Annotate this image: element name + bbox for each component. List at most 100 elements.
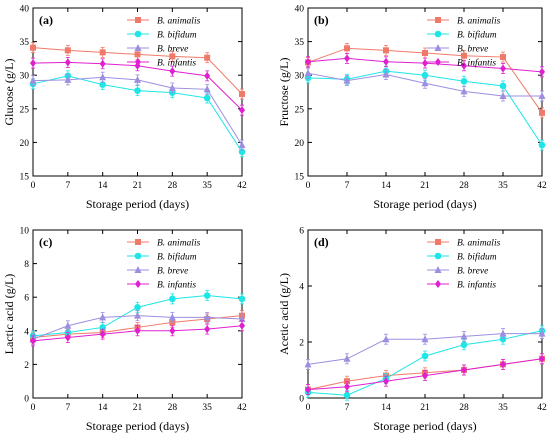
legend-label: B. infantis bbox=[457, 58, 496, 69]
x-tick-label: 7 bbox=[345, 403, 350, 413]
legend-label: B. infantis bbox=[157, 280, 196, 291]
data-point bbox=[500, 54, 506, 61]
panel-2: 0 7 14 21 28 35 42 0 2 4 6 8 10 Storage period (days)… bbox=[2, 227, 247, 434]
x-tick-label: 21 bbox=[133, 181, 143, 191]
data-point bbox=[134, 311, 141, 319]
legend-marker bbox=[134, 30, 142, 38]
data-point bbox=[383, 57, 389, 66]
y-tick-label: 40 bbox=[295, 5, 305, 15]
data-point bbox=[539, 67, 545, 76]
panel-0: 0 7 14 21 28 35 42 15 20 25 30 35 40 Storage period (… bbox=[2, 5, 247, 212]
legend-label: B. animalis bbox=[157, 17, 201, 27]
data-point bbox=[203, 313, 211, 321]
y-tick-label: 15 bbox=[295, 173, 305, 183]
x-tick-label: 0 bbox=[306, 181, 311, 191]
x-tick-label: 21 bbox=[420, 403, 430, 413]
data-point bbox=[538, 92, 546, 100]
data-point bbox=[538, 329, 546, 337]
data-point bbox=[538, 141, 546, 149]
legend: B. animalis B. bifidum B. breve B. infantis bbox=[427, 239, 501, 291]
x-tick-label: 14 bbox=[381, 403, 391, 413]
series-b--infantis bbox=[30, 57, 245, 116]
series-b--breve bbox=[304, 67, 546, 102]
x-tick-label: 42 bbox=[537, 181, 547, 191]
data-point bbox=[382, 335, 390, 343]
x-tick-label: 35 bbox=[202, 181, 212, 191]
data-point bbox=[99, 313, 107, 321]
x-tick-label: 42 bbox=[237, 181, 247, 191]
x-tick-label: 21 bbox=[420, 181, 430, 191]
x-tick-label: 28 bbox=[168, 403, 178, 413]
data-point bbox=[99, 73, 107, 81]
data-point bbox=[460, 341, 468, 349]
legend-marker bbox=[434, 44, 442, 51]
data-point bbox=[422, 371, 428, 380]
legend-marker bbox=[135, 17, 141, 23]
legend-label: B. breve bbox=[157, 267, 188, 277]
x-axis-title: Storage period (days) bbox=[373, 197, 476, 211]
y-tick-label: 4 bbox=[24, 327, 29, 337]
data-point bbox=[421, 79, 429, 87]
y-tick-label: 20 bbox=[295, 139, 305, 149]
series-b--infantis bbox=[30, 320, 245, 347]
data-point bbox=[168, 83, 176, 91]
panel-1: 0 7 14 21 28 35 42 15 20 25 30 35 40 Storage period (… bbox=[277, 5, 547, 212]
data-point bbox=[344, 54, 350, 63]
legend-label: B. infantis bbox=[157, 58, 196, 69]
panel-label: (a) bbox=[39, 13, 53, 27]
data-point bbox=[500, 64, 506, 73]
data-point bbox=[99, 49, 106, 56]
legend-marker bbox=[435, 58, 441, 66]
panel-label: (c) bbox=[39, 235, 52, 249]
data-point bbox=[422, 59, 428, 68]
x-tick-label: 35 bbox=[202, 403, 212, 413]
legend-marker bbox=[435, 17, 441, 23]
legend-marker bbox=[434, 30, 442, 38]
data-point bbox=[134, 75, 141, 83]
data-point bbox=[421, 352, 429, 360]
x-axis-title: Storage period (days) bbox=[373, 419, 476, 433]
data-point bbox=[169, 67, 176, 76]
x-tick-label: 28 bbox=[168, 181, 178, 191]
data-point bbox=[238, 315, 246, 323]
data-point bbox=[305, 57, 311, 66]
data-point bbox=[134, 51, 141, 58]
y-axis-title: Lactic acid (g/L) bbox=[2, 274, 16, 355]
y-tick-label: 0 bbox=[299, 395, 304, 405]
legend-marker bbox=[134, 266, 142, 273]
y-tick-label: 10 bbox=[20, 227, 30, 237]
data-point bbox=[460, 87, 468, 95]
y-tick-label: 40 bbox=[20, 5, 30, 15]
data-point bbox=[239, 91, 245, 98]
legend-label: B. infantis bbox=[457, 280, 496, 291]
x-tick-label: 0 bbox=[31, 181, 36, 191]
x-tick-label: 7 bbox=[65, 181, 70, 191]
data-point bbox=[421, 335, 429, 343]
legend-marker bbox=[135, 280, 141, 288]
legend-marker bbox=[135, 239, 141, 245]
data-point bbox=[499, 329, 507, 337]
series-b--animalis bbox=[30, 42, 245, 100]
data-point bbox=[203, 292, 211, 299]
data-point bbox=[64, 321, 72, 329]
legend-label: B. animalis bbox=[457, 239, 501, 249]
data-point bbox=[499, 92, 507, 100]
data-point bbox=[461, 61, 467, 70]
series-b--bifidum bbox=[304, 325, 546, 401]
data-point bbox=[203, 85, 211, 93]
y-tick-label: 0 bbox=[24, 395, 29, 405]
legend: B. animalis B. bifidum B. breve B. infantis bbox=[127, 17, 201, 69]
data-point bbox=[29, 76, 37, 84]
data-point bbox=[169, 295, 176, 303]
data-point bbox=[238, 295, 246, 303]
y-tick-label: 6 bbox=[299, 227, 304, 237]
legend-label: B. bifidum bbox=[457, 252, 497, 263]
y-tick-label: 25 bbox=[295, 105, 305, 115]
data-point bbox=[239, 321, 245, 330]
data-point bbox=[383, 47, 389, 54]
data-point bbox=[344, 45, 350, 52]
legend: B. animalis B. bifidum B. breve B. infantis bbox=[127, 239, 201, 291]
y-tick-label: 8 bbox=[24, 260, 29, 270]
series-b--infantis bbox=[305, 353, 545, 396]
